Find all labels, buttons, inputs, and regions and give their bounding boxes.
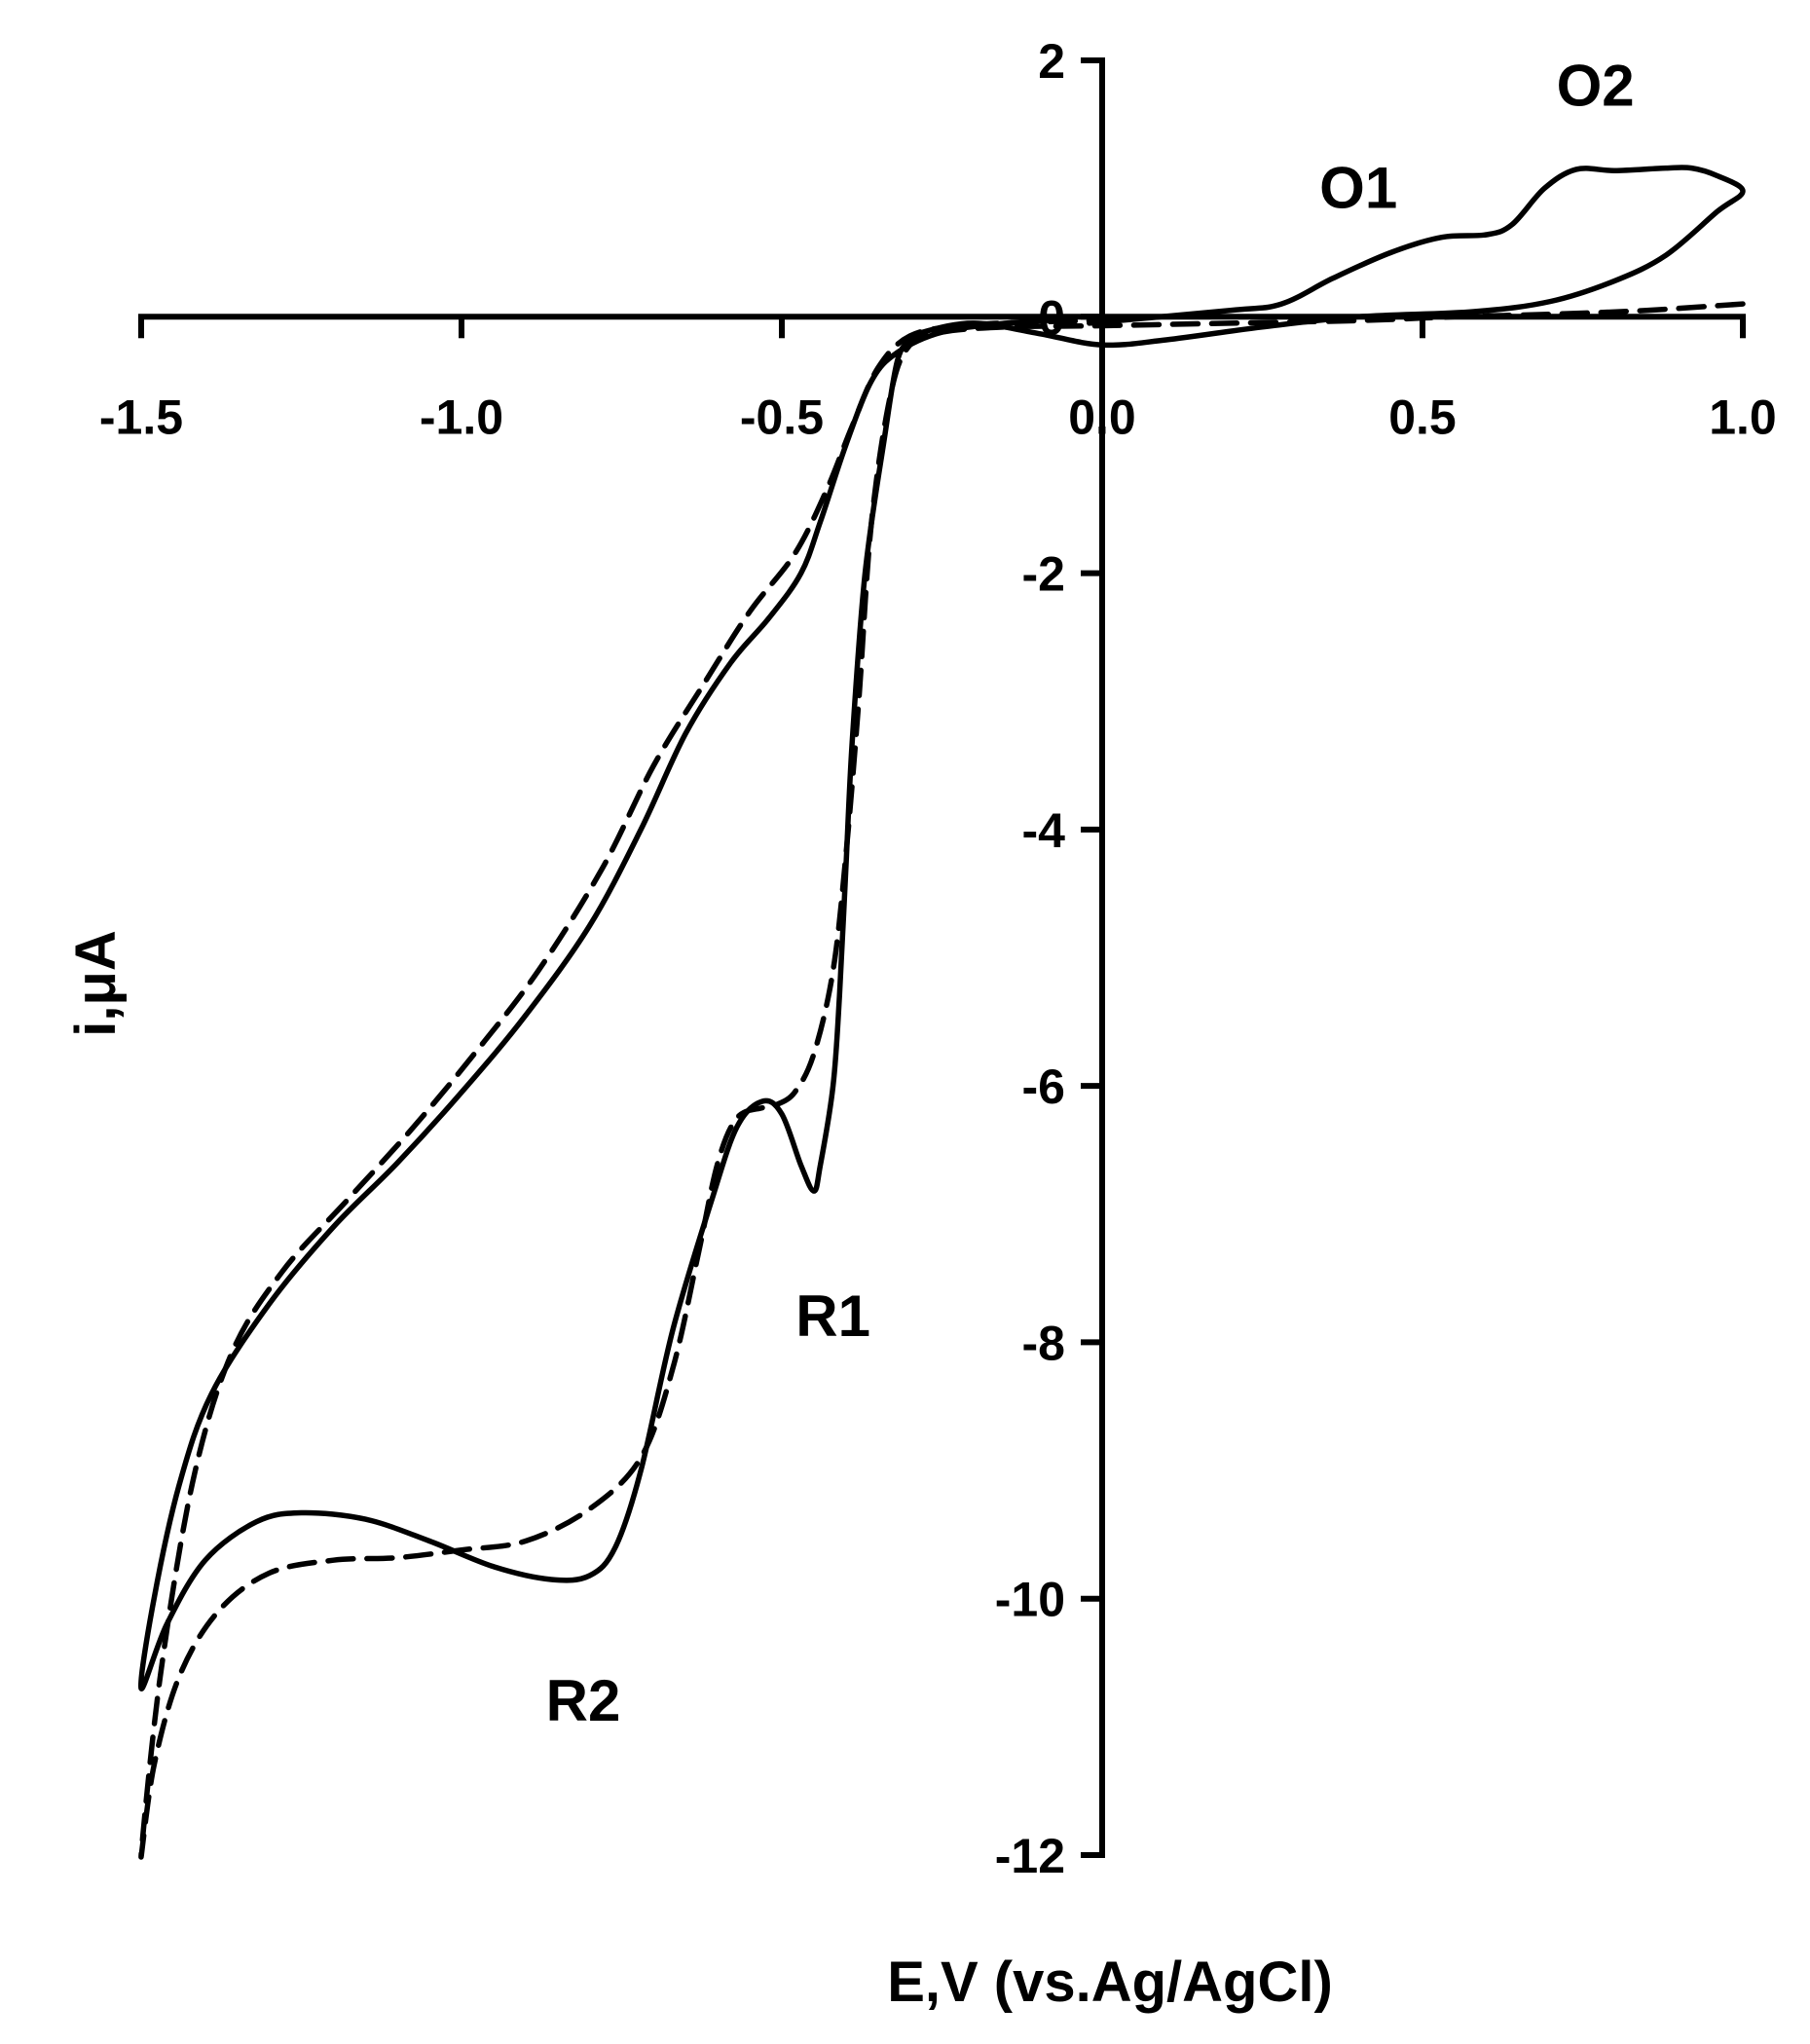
y-tick-label: 2 — [1038, 34, 1065, 89]
tick-layer: -1.5 -1.0 -0.5 0.0 0.5 1.0 2 0 -2 -4 -6 -8 -10 -12 — [99, 34, 1777, 1883]
peak-label-r1: R1 — [795, 1283, 870, 1349]
x-tick-label: -0.5 — [740, 390, 824, 444]
peak-label-o1: O1 — [1319, 156, 1397, 221]
curve-layer — [137, 165, 1746, 1860]
axes-layer — [138, 57, 1746, 1858]
y-axis-title: i,μA — [64, 930, 128, 1037]
peak-label-o2: O2 — [1557, 53, 1635, 118]
y-tick-label: 0 — [1038, 290, 1065, 345]
y-tick-label: -12 — [995, 1829, 1065, 1883]
annotation-layer: O1 O2 R1 R2 — [546, 53, 1635, 1733]
x-tick-label: 0.5 — [1388, 390, 1457, 444]
x-tick-label: 0.0 — [1068, 390, 1136, 444]
x-tick-label: -1.0 — [420, 390, 503, 444]
dashed-cv-curve — [138, 301, 1746, 1860]
x-tick-label: -1.5 — [99, 390, 183, 444]
y-tick-label: -2 — [1022, 547, 1065, 602]
x-axis-title: E,V (vs.Ag/AgCl) — [887, 1951, 1333, 2014]
y-tick-label: -8 — [1022, 1316, 1065, 1370]
x-tick-label: 1.0 — [1709, 390, 1777, 444]
y-tick-label: -6 — [1022, 1059, 1065, 1114]
peak-label-r2: R2 — [546, 1668, 621, 1733]
y-tick-label: -4 — [1022, 803, 1066, 858]
y-tick-label: -10 — [995, 1573, 1065, 1627]
solid-cv-curve — [137, 165, 1746, 1691]
